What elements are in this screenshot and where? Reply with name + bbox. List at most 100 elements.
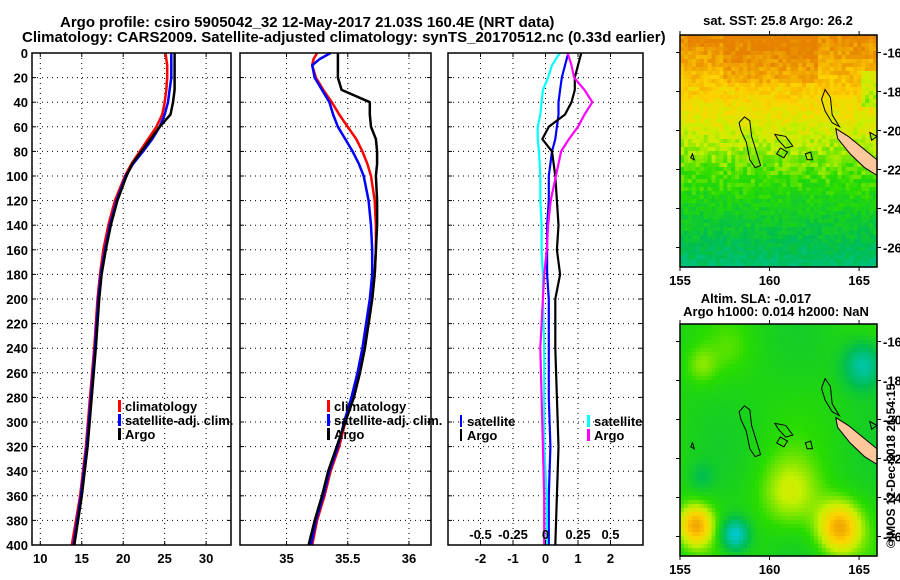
map-cell (853, 348, 858, 353)
map-cell (849, 99, 854, 104)
map-cell (719, 368, 724, 373)
map-cell (794, 436, 799, 441)
map-cell (806, 332, 811, 337)
map-cell (833, 111, 839, 116)
map-cell (810, 259, 815, 264)
map-cell (743, 368, 748, 373)
map-cell (778, 111, 784, 116)
map-cell (833, 412, 839, 417)
map-cell (766, 227, 772, 232)
y-tick-label: 60 (14, 120, 28, 135)
map-cell (861, 99, 866, 104)
map-cell (703, 424, 709, 429)
map-cell (825, 155, 831, 160)
map-cell (707, 263, 713, 268)
map-cell (829, 195, 835, 200)
map-cell (861, 51, 866, 56)
map-cell (794, 352, 799, 357)
map-cell (861, 139, 866, 144)
map-cell (786, 139, 791, 144)
map-cell (837, 432, 843, 437)
map-cell (743, 364, 748, 369)
map-cell (695, 159, 701, 164)
map-cell (766, 107, 772, 112)
map-cell (786, 456, 791, 461)
map-cell (794, 416, 799, 421)
map-cell (794, 215, 799, 220)
map-cell (711, 135, 717, 140)
map-cell (817, 448, 823, 453)
map-cell (758, 59, 764, 64)
map-cell (691, 191, 697, 196)
map-cell (794, 432, 799, 437)
map-cell (683, 151, 689, 156)
map-cell (810, 452, 815, 457)
map-cell (680, 163, 685, 168)
map-cell (731, 324, 736, 329)
map-cell (750, 71, 756, 76)
map-cell (719, 336, 724, 341)
map-field (680, 324, 878, 557)
map-cell (723, 324, 728, 329)
map-cell (786, 87, 791, 92)
map-cell (869, 352, 874, 357)
map-cell (711, 51, 717, 56)
map-cell (687, 203, 693, 208)
map-cell (691, 175, 697, 180)
map-cell (806, 251, 811, 256)
map-cell (762, 239, 768, 244)
map-cell (786, 227, 791, 232)
map-cell (766, 460, 772, 465)
map-cell (861, 380, 866, 385)
map-cell (813, 215, 819, 220)
map-cell (857, 263, 862, 268)
map-cell (746, 432, 752, 437)
map-cell (782, 392, 787, 397)
map-cell (727, 372, 732, 377)
map-cell (691, 332, 697, 337)
map-cell (735, 187, 740, 192)
map-cell (869, 63, 874, 68)
map-cell (711, 83, 717, 88)
map-cell (695, 456, 701, 461)
map-cell (731, 107, 736, 112)
map-cell (691, 428, 697, 433)
map-cell (711, 376, 717, 381)
map-cell (778, 404, 784, 409)
map-cell (715, 408, 720, 413)
map-cell (861, 344, 866, 349)
map-cell (707, 412, 713, 417)
map-cell (873, 175, 878, 180)
map-cell (719, 340, 724, 345)
map-cell (695, 460, 701, 465)
map-cell (703, 43, 709, 48)
map-cell (758, 175, 764, 180)
map-cell (786, 408, 791, 413)
map-cell (817, 67, 823, 72)
map-cell (778, 215, 784, 220)
map-cell (754, 223, 760, 228)
map-cell (869, 440, 874, 445)
map-cell (746, 408, 752, 413)
map-cell (750, 396, 756, 401)
map-cell (849, 352, 854, 357)
map-cell (707, 247, 713, 252)
map-cell (680, 243, 685, 248)
map-cell (833, 187, 839, 192)
map-cell (750, 191, 756, 196)
map-cell (821, 348, 827, 353)
map-cell (861, 183, 866, 188)
map-cell (707, 115, 713, 120)
map-cell (699, 215, 705, 220)
map-cell (680, 39, 685, 44)
map-cell (695, 332, 701, 337)
map-cell (711, 39, 717, 44)
map-cell (731, 247, 736, 252)
map-cell (715, 163, 720, 168)
map-cell (719, 364, 724, 369)
map-cell (802, 155, 807, 160)
map-cell (798, 344, 803, 349)
map-cell (691, 360, 697, 365)
map-cell (849, 123, 854, 128)
map-cell (782, 432, 787, 437)
